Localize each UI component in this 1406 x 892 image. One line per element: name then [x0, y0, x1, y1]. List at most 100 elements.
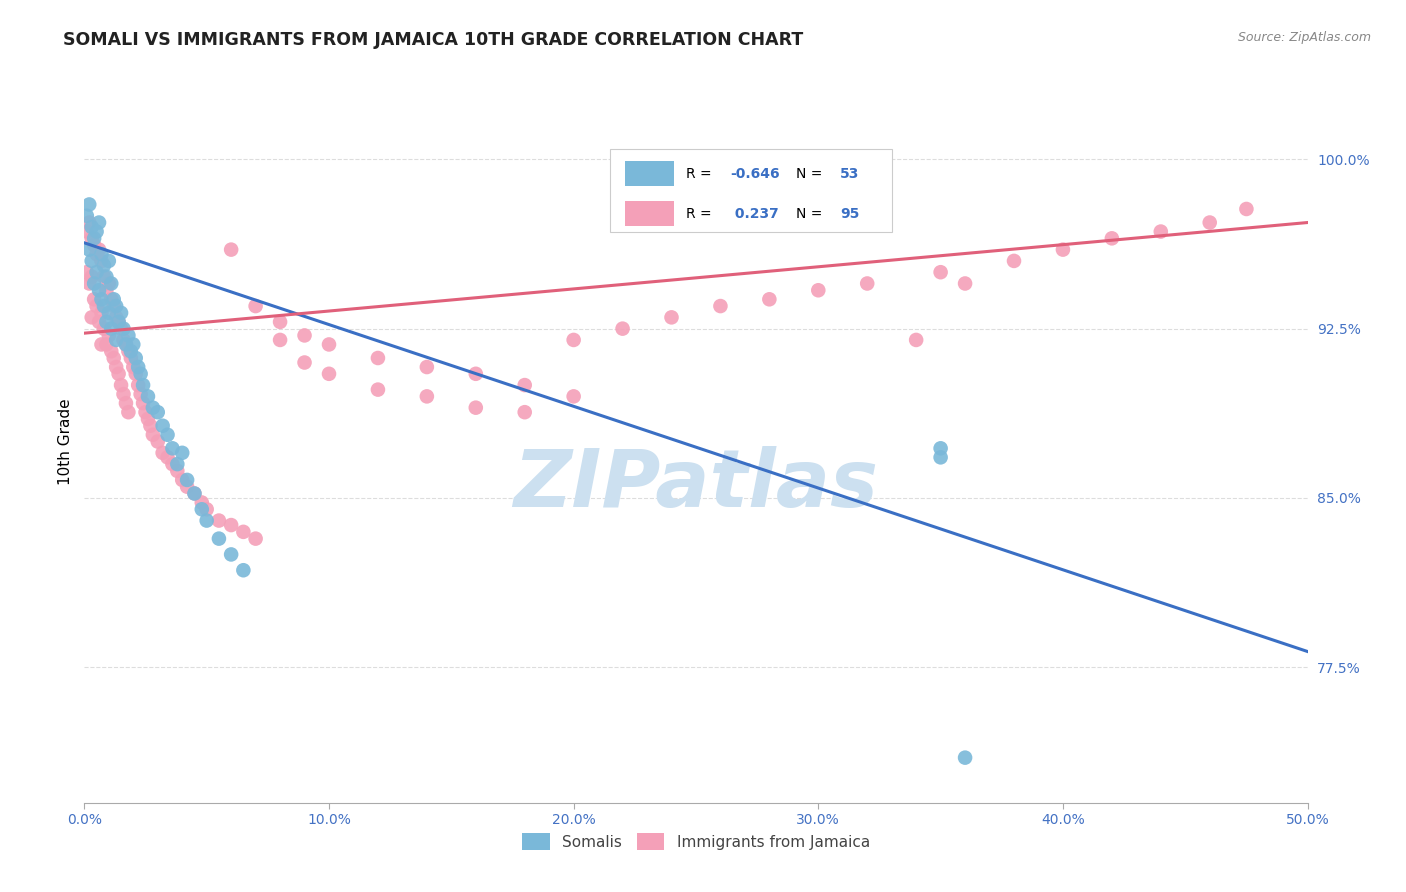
- Point: [107, 315, 129, 329]
- Point: [136, 412, 159, 426]
- Point: [172, 446, 194, 460]
- Point: [152, 418, 174, 433]
- Point: [76, 225, 98, 239]
- Point: [1236, 202, 1258, 216]
- Point: [513, 378, 536, 392]
- Point: [195, 502, 218, 516]
- Point: [1150, 225, 1173, 239]
- Point: [122, 337, 145, 351]
- Point: [110, 306, 132, 320]
- Point: [93, 321, 115, 335]
- Point: [87, 315, 110, 329]
- Point: [146, 434, 169, 449]
- Point: [166, 464, 188, 478]
- Point: [100, 344, 122, 359]
- Point: [219, 548, 242, 562]
- Point: [96, 337, 118, 351]
- Point: [191, 502, 214, 516]
- Point: [80, 253, 103, 268]
- Point: [83, 238, 105, 252]
- Point: [464, 367, 486, 381]
- Text: Source: ZipAtlas.com: Source: ZipAtlas.com: [1237, 31, 1371, 45]
- Legend: Somalis, Immigrants from Jamaica: Somalis, Immigrants from Jamaica: [516, 827, 876, 856]
- Point: [416, 389, 439, 403]
- Point: [96, 269, 118, 284]
- Point: [661, 310, 683, 325]
- Point: [112, 321, 135, 335]
- Text: 95: 95: [841, 207, 859, 220]
- Point: [318, 367, 340, 381]
- Point: [117, 405, 139, 419]
- Point: [120, 344, 142, 359]
- Point: [115, 396, 138, 410]
- Point: [195, 514, 218, 528]
- Point: [97, 328, 120, 343]
- Point: [612, 321, 634, 335]
- Point: [120, 351, 142, 365]
- Point: [87, 215, 110, 229]
- Point: [139, 418, 162, 433]
- Point: [807, 283, 830, 297]
- Point: [176, 480, 198, 494]
- Point: [90, 253, 112, 268]
- FancyBboxPatch shape: [626, 161, 673, 186]
- Point: [367, 383, 389, 397]
- Point: [90, 293, 112, 307]
- Point: [166, 457, 188, 471]
- Point: [367, 351, 389, 365]
- Point: [77, 197, 100, 211]
- FancyBboxPatch shape: [610, 149, 891, 232]
- Point: [112, 333, 135, 347]
- Point: [562, 333, 585, 347]
- Point: [80, 220, 103, 235]
- Point: [1101, 231, 1123, 245]
- Point: [107, 315, 129, 329]
- Point: [110, 321, 132, 335]
- Point: [142, 427, 165, 442]
- Point: [1198, 215, 1220, 229]
- Point: [129, 387, 152, 401]
- Point: [115, 337, 138, 351]
- Point: [929, 265, 952, 279]
- Point: [83, 231, 105, 245]
- Text: N =: N =: [796, 167, 827, 181]
- Text: 53: 53: [841, 167, 859, 181]
- Point: [110, 378, 132, 392]
- Point: [562, 389, 585, 403]
- Point: [93, 299, 115, 313]
- Point: [77, 243, 100, 257]
- Point: [105, 310, 128, 325]
- Point: [115, 337, 138, 351]
- Point: [103, 299, 125, 313]
- Point: [87, 283, 110, 297]
- Point: [856, 277, 879, 291]
- Point: [152, 446, 174, 460]
- FancyBboxPatch shape: [626, 202, 673, 227]
- Point: [117, 328, 139, 343]
- Point: [117, 344, 139, 359]
- Point: [86, 247, 108, 261]
- Point: [191, 495, 214, 509]
- Point: [208, 532, 231, 546]
- Point: [96, 283, 118, 297]
- Point: [156, 450, 179, 465]
- Point: [90, 247, 112, 261]
- Point: [294, 355, 316, 369]
- Point: [83, 277, 105, 291]
- Point: [208, 514, 231, 528]
- Point: [294, 328, 316, 343]
- Point: [105, 359, 128, 374]
- Point: [146, 405, 169, 419]
- Point: [269, 315, 291, 329]
- Point: [953, 277, 976, 291]
- Point: [142, 401, 165, 415]
- Point: [97, 306, 120, 320]
- Point: [156, 427, 179, 442]
- Point: [232, 563, 254, 577]
- Point: [87, 243, 110, 257]
- Point: [86, 299, 108, 313]
- Point: [1002, 253, 1025, 268]
- Point: [245, 299, 267, 313]
- Point: [90, 306, 112, 320]
- Point: [107, 367, 129, 381]
